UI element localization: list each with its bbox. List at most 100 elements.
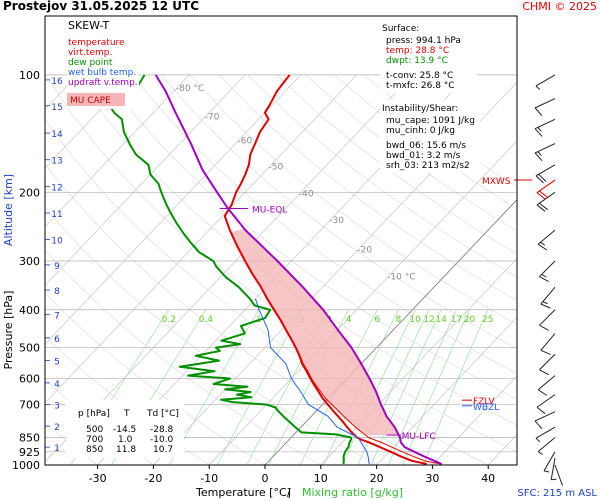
table-cell-t: -14.5 [113,425,136,435]
wind-barb [534,98,556,117]
altitude-tick-label: 5 [54,358,60,368]
cape-layer [229,210,399,436]
wind-barb [540,286,556,309]
bwd-06-value: bwd_06: 15.6 m/s [386,141,466,151]
surface-elevation: SFC: 215 m ASL [517,488,597,499]
surface-pressure: press: 994.1 hPa [386,36,461,46]
plot-frame [44,15,518,466]
dry-adiabat [305,74,517,232]
chart-title: Prostejov 31.05.2025 12 UTC [3,0,199,13]
dewpoint-line [108,74,353,465]
wbzl-label: WBZL [473,403,499,413]
level-table-header-p: p [hPa] [78,409,110,419]
surface-box [380,20,477,93]
mixing-ratio-label: 10 [409,315,421,325]
pressure-tick-label: 700 [19,399,40,412]
updraft-line [154,74,443,465]
wind-barb [539,353,556,376]
eql-label: MU-EQL [252,205,287,215]
isotherm [208,140,518,466]
isotherm [487,434,518,466]
wind-barb-column [534,74,563,486]
instability-info: Instability/Shear: mu_cape: 1091 J/kg mu… [382,104,475,171]
isotherm [44,74,190,227]
pressure-tick-label: 600 [19,372,40,385]
altitude-tick-label: 2 [54,423,60,433]
surface-temperature: temp: 28.8 °C [386,46,449,56]
table-cell-td: -28.8 [150,425,174,435]
instability-heading: Instability/Shear: [382,104,458,114]
altitude-tick-label: 7 [54,311,60,321]
altitude-tick-label: 15 [51,103,62,113]
wind-barb [554,464,563,486]
legend-item-updraft: updraft v.temp. [68,78,138,88]
pressure-tick-label: 200 [19,186,40,199]
table-cell-t: 11.8 [116,445,136,455]
mixing-ratio-label: 8 [396,315,402,325]
wind-barb [537,437,556,455]
lfc-label: MU-LFC [402,432,436,442]
wind-barb [536,179,556,200]
mixing-ratio-label: 25 [482,315,493,325]
mixing-ratio-label: 0.4 [199,315,214,325]
altitude-tick-label: 10 [51,236,63,246]
pressure-tick-label: 850 [19,431,40,444]
surface-heading: Surface: [382,24,419,34]
isotherm [264,199,518,466]
surface-t-conv: t-conv: 25.8 °C [386,71,453,81]
isotherm-label: -60 [238,137,253,147]
legend-cape-label: MU CAPE [70,96,111,106]
dry-adiabat [160,74,517,350]
pressure-tick-label: 100 [19,69,40,82]
isotherm-label: -40 [299,190,314,200]
temperature-tick-label: -30 [89,472,107,485]
mixing-ratio-label: 17 [451,315,462,325]
legend-item-wet-bulb: wet bulb temp. [68,68,136,78]
altitude-tick-label: 6 [54,335,60,345]
isotherm [44,74,302,345]
isotherm-label: -50 [269,163,284,173]
table-cell-td: -10.0 [150,435,174,445]
dry-adiabat [247,74,517,278]
srh-03-value: srh_03: 213 m2/s2 [386,161,470,171]
dry-adiabat [276,74,517,255]
level-table-background [66,400,184,458]
dry-adiabat [189,74,517,325]
wind-barb [539,260,556,282]
table-cell-p: 700 [86,435,103,445]
mixing-ratio-label: 6 [374,315,380,325]
legend: SKEW-T temperature virt.temp. dew point … [67,19,138,106]
temperature-tick-label: 0 [262,472,269,485]
mu-cinh-value: mu_cinh: 0 J/kg [386,126,455,136]
mixing-ratio-label: 12 [423,315,434,325]
pressure-tick-label: 400 [19,304,40,317]
credit-text: CHMI © 2025 [522,0,597,13]
instability-box [380,100,480,173]
isotherm [320,258,518,466]
isotherm-label: -20 [357,245,372,255]
wind-barb [550,457,557,481]
temperature-tick-label: 40 [481,472,495,485]
wind-barb [535,74,556,90]
mixing-ratio-label: 20 [464,315,476,325]
table-cell-td: 10.7 [153,445,173,455]
surface-info: Surface: press: 994.1 hPa temp: 28.8 °C … [382,24,461,91]
cape-legend-swatch [67,93,125,106]
mu-cape-value: mu_cape: 1091 J/kg [386,116,475,126]
mxws-label: MXWS [482,177,511,187]
isotherm [432,375,518,466]
temperature-tick-label: 10 [314,472,328,485]
wind-barb [534,411,556,430]
pressure-tick-label: 1000 [12,459,40,472]
legend-title: SKEW-T [68,19,110,32]
isotherm [376,317,518,466]
altitude-tick-label: 12 [51,183,62,193]
dry-adiabat [131,74,517,375]
virtual-temperature-line [229,229,441,465]
wind-barb [534,118,556,137]
y-axis-label-altitude: Altitude [km] [2,174,15,246]
series-layer [108,74,443,465]
temperature-tick-label: -10 [200,472,218,485]
altitude-tick-label: 14 [51,130,63,140]
